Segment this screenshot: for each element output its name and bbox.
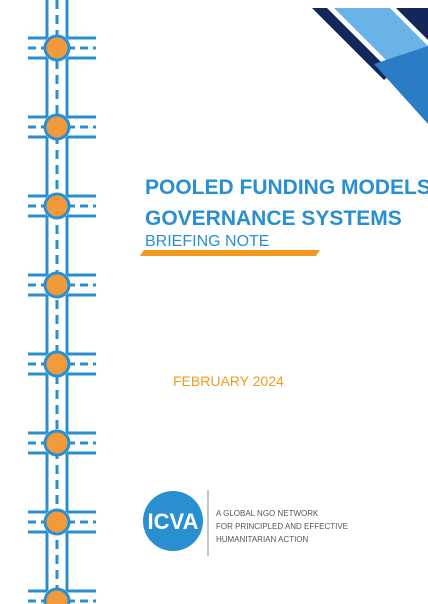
- junction: [45, 352, 69, 376]
- tagline: A GLOBAL NGO NETWORK: [216, 509, 319, 518]
- underline-bar: [140, 250, 320, 256]
- title: GOVERNANCE SYSTEMS: [145, 207, 402, 230]
- junction: [45, 194, 69, 218]
- tagline: FOR PRINCIPLED AND EFFECTIVE: [216, 522, 348, 531]
- cover-page: POOLED FUNDING MODELS: GOVERNANCE SYSTEM…: [0, 0, 428, 604]
- date: FEBRUARY 2024: [173, 373, 284, 389]
- junction: [45, 115, 69, 139]
- junction: [45, 510, 69, 534]
- junction: [45, 36, 69, 60]
- tagline: HUMANITARIAN ACTION: [216, 535, 309, 544]
- junction: [45, 431, 69, 455]
- junction: [45, 273, 69, 297]
- subtitle: BRIEFING NOTE: [145, 233, 269, 250]
- title: POOLED FUNDING MODELS:: [145, 176, 428, 199]
- junction: [45, 589, 69, 604]
- logo-text: ICVA: [148, 509, 199, 534]
